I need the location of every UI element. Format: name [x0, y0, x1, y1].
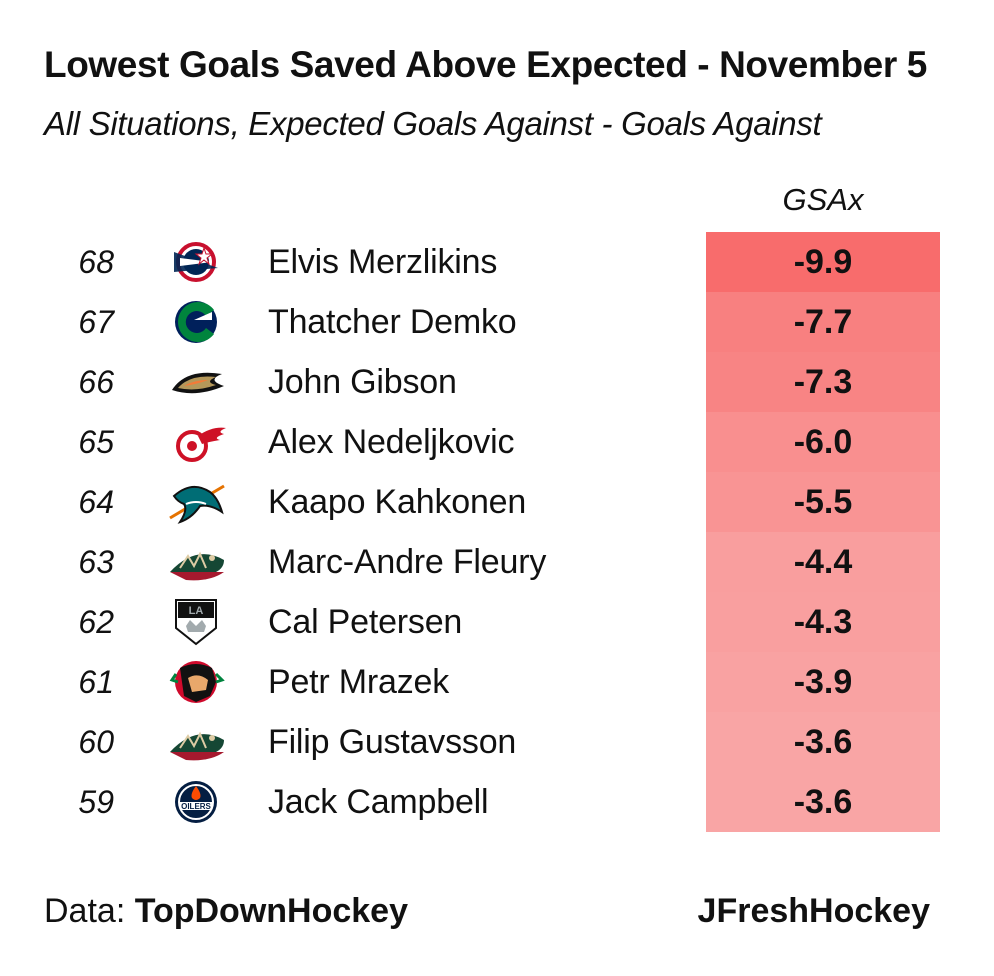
- gsax-value: -7.7: [706, 292, 940, 352]
- rank-label: 60: [78, 724, 114, 760]
- source-prefix: Data:: [44, 892, 135, 930]
- table-row: 59 OILERS Jack Campbell -3.6: [0, 772, 994, 832]
- player-name: Petr Mrazek: [268, 663, 450, 701]
- los-angeles-kings-logo: LA: [164, 598, 228, 646]
- columbus-blue-jackets-logo: [164, 238, 228, 286]
- table-row: 61 Petr Mrazek -3.9: [0, 652, 994, 712]
- player-name: Marc-Andre Fleury: [268, 543, 547, 581]
- anaheim-ducks-logo: [164, 358, 228, 406]
- gsax-value: -6.0: [706, 412, 940, 472]
- gsax-value: -3.6: [706, 772, 940, 832]
- san-jose-sharks-logo: [164, 478, 228, 526]
- player-name: Thatcher Demko: [268, 303, 517, 341]
- author-credit: JFreshHockey: [697, 892, 930, 930]
- detroit-red-wings-logo: [164, 418, 228, 466]
- chart-title: Lowest Goals Saved Above Expected - Nove…: [44, 44, 927, 85]
- rank-label: 67: [78, 304, 114, 340]
- table-row: 68 Elvis Merzlikins -9.9: [0, 232, 994, 292]
- svg-text:LA: LA: [189, 605, 204, 617]
- gsax-value: -4.4: [706, 532, 940, 592]
- gsax-value: -5.5: [706, 472, 940, 532]
- rank-label: 62: [78, 604, 114, 640]
- player-name: Elvis Merzlikins: [268, 243, 498, 281]
- column-header-gsax: GSAx: [782, 182, 864, 217]
- table-row: 65 Alex Nedeljkovic -6.0: [0, 412, 994, 472]
- gsax-value: -3.6: [706, 712, 940, 772]
- table-row: 62 LA Cal Petersen -4.3: [0, 592, 994, 652]
- rank-label: 66: [78, 364, 114, 400]
- vancouver-canucks-logo: [164, 298, 228, 346]
- player-name: Cal Petersen: [268, 603, 463, 641]
- gsax-value: -9.9: [706, 232, 940, 292]
- ranking-table: 68 Elvis Merzlikins -9.9 67 Thatcher Demko -7…: [0, 232, 994, 832]
- rank-label: 63: [78, 544, 114, 580]
- gsax-value: -3.9: [706, 652, 940, 712]
- table-row: 67 Thatcher Demko -7.7: [0, 292, 994, 352]
- player-name: Filip Gustavsson: [268, 723, 517, 761]
- rank-label: 64: [78, 484, 114, 520]
- gsax-value: -4.3: [706, 592, 940, 652]
- chart-subtitle: All Situations, Expected Goals Against -…: [44, 105, 822, 142]
- minnesota-wild-logo: [164, 538, 228, 586]
- player-name: Kaapo Kahkonen: [268, 483, 527, 521]
- rank-label: 61: [78, 664, 114, 700]
- svg-text:OILERS: OILERS: [181, 802, 211, 811]
- table-row: 60 Filip Gustavsson -3.6: [0, 712, 994, 772]
- table-row: 66 John Gibson -7.3: [0, 352, 994, 412]
- data-source: Data: TopDownHockey: [44, 892, 408, 931]
- chicago-blackhawks-logo: [164, 658, 228, 706]
- rank-label: 68: [78, 244, 114, 280]
- rank-label: 65: [78, 424, 114, 460]
- source-name: TopDownHockey: [134, 892, 408, 930]
- rank-label: 59: [78, 784, 114, 820]
- player-name: John Gibson: [268, 363, 457, 401]
- table-row: 64 Kaapo Kahkonen -5.5: [0, 472, 994, 532]
- gsax-value: -7.3: [706, 352, 940, 412]
- minnesota-wild-logo: [164, 718, 228, 766]
- edmonton-oilers-logo: OILERS: [164, 778, 228, 826]
- player-name: Jack Campbell: [268, 783, 489, 821]
- player-name: Alex Nedeljkovic: [268, 423, 515, 461]
- table-row: 63 Marc-Andre Fleury -4.4: [0, 532, 994, 592]
